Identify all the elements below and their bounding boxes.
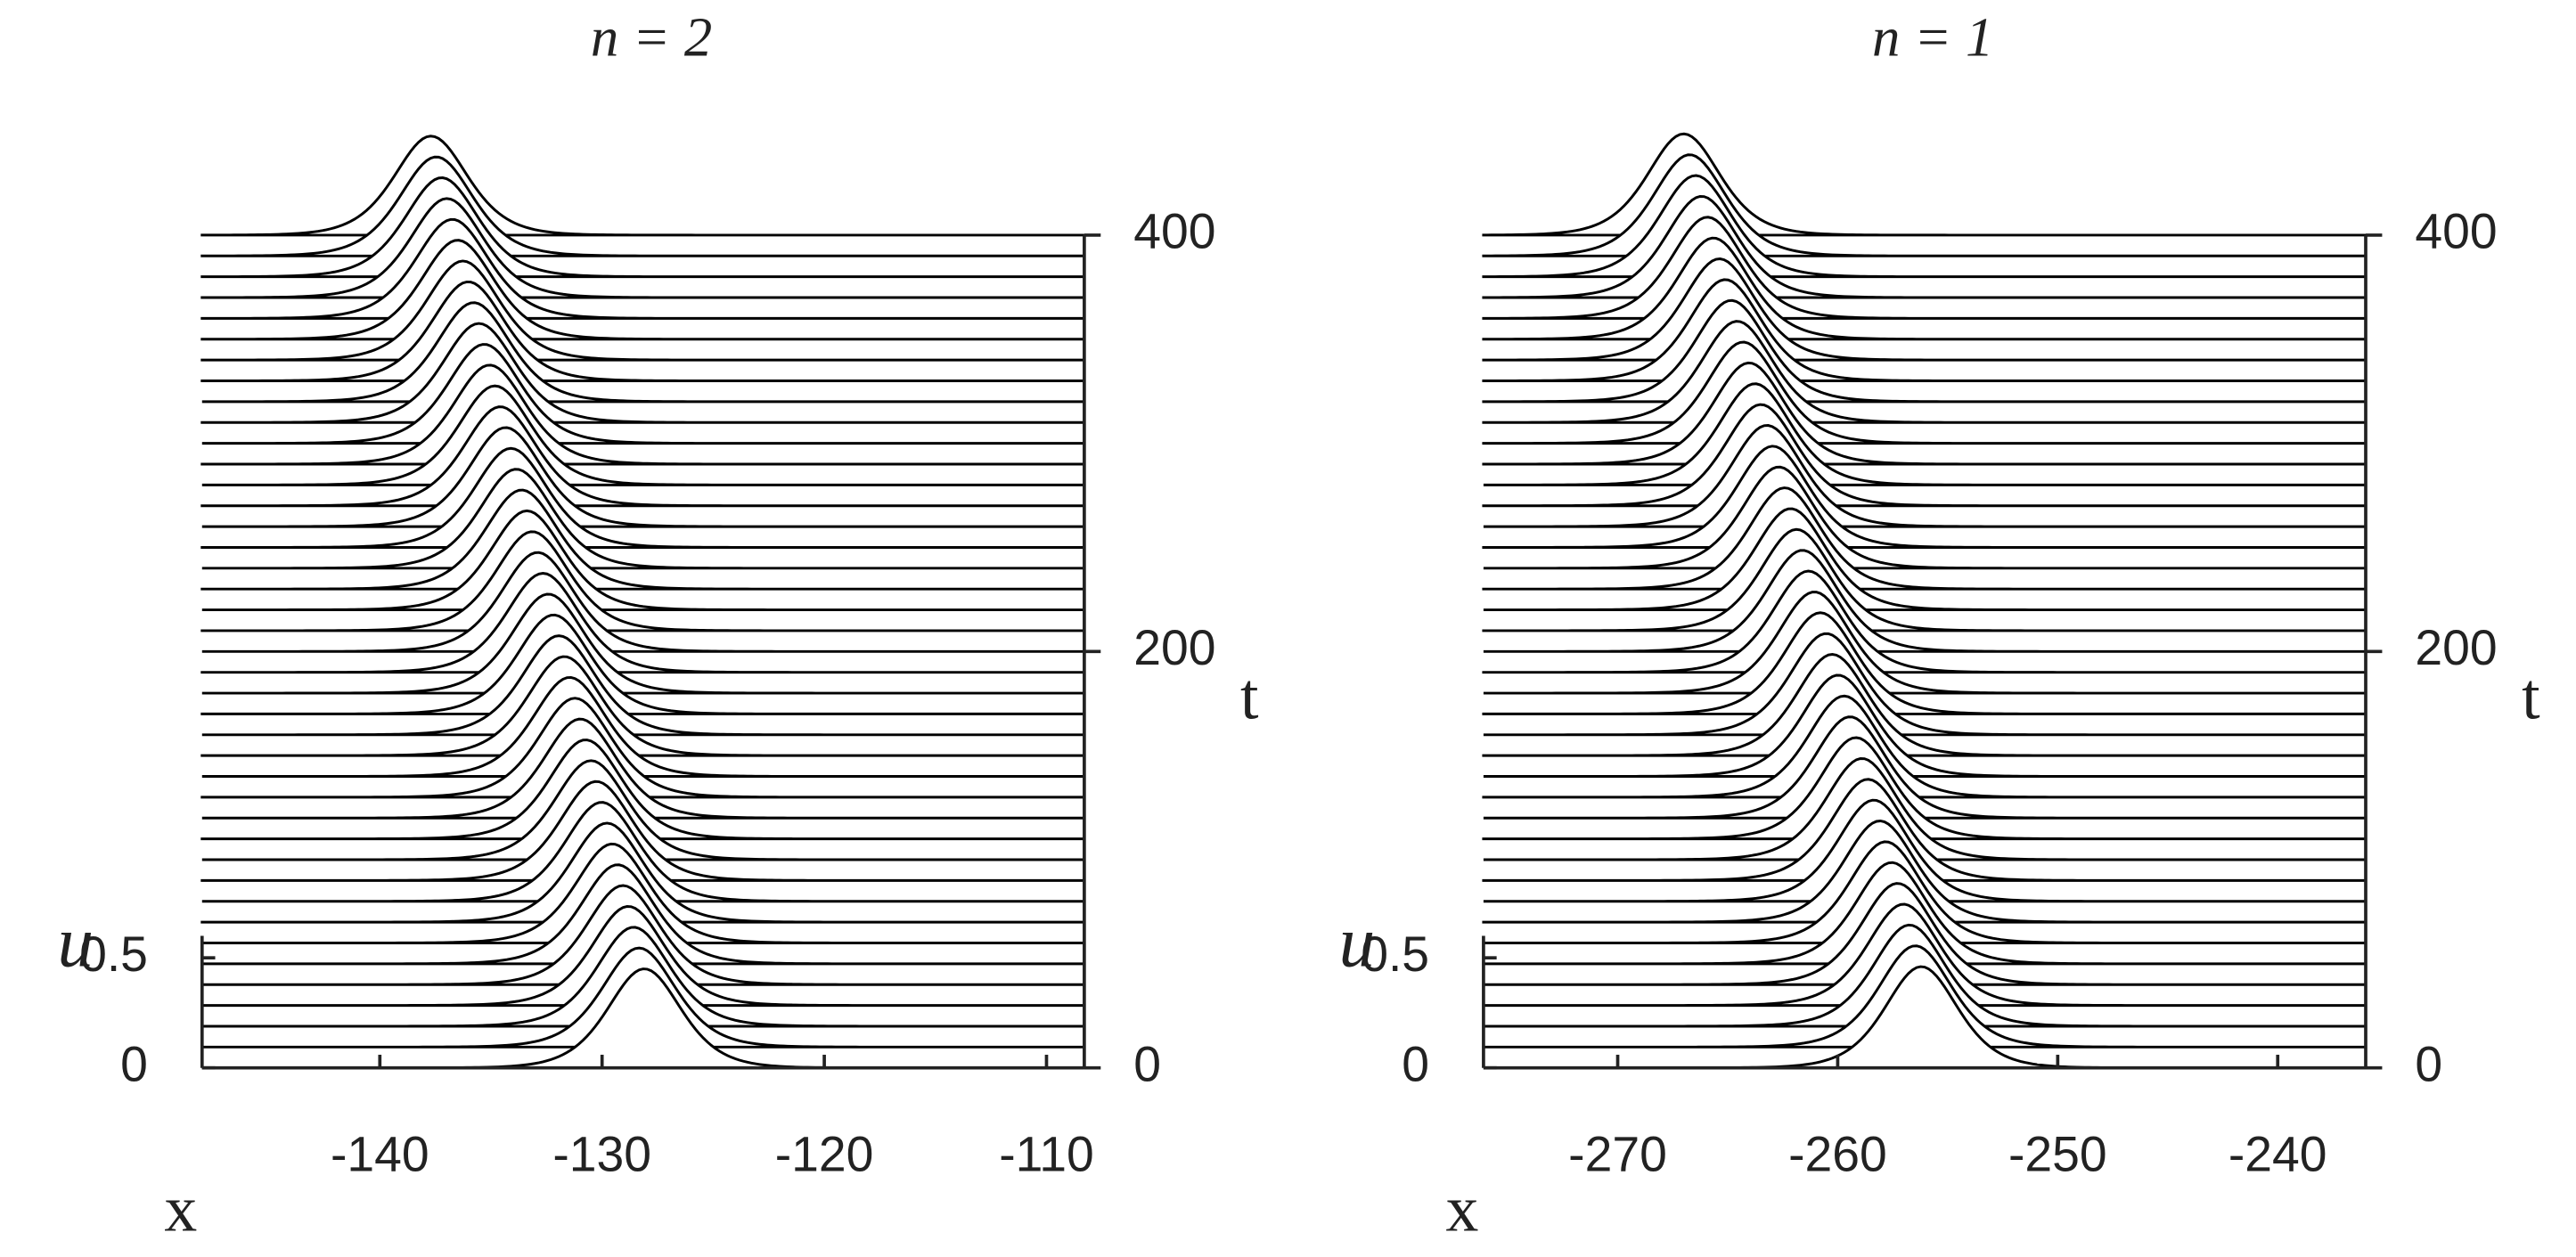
curve	[200, 697, 1086, 799]
y2-tick-label: 200	[1133, 620, 1215, 675]
curve	[201, 426, 1084, 528]
x-tick-label: -250	[2008, 1127, 2107, 1182]
curve	[1482, 569, 2367, 674]
curve	[201, 468, 1084, 570]
x-tick-label: -270	[1568, 1127, 1667, 1182]
y-tick-label: 0.5	[1361, 926, 1429, 982]
curve	[200, 322, 1086, 424]
y-tick-label: 0	[120, 1036, 148, 1091]
curve	[1483, 715, 2366, 820]
curve	[1482, 694, 2367, 799]
curve	[200, 363, 1086, 466]
panel-title: n = 1	[1872, 6, 1993, 69]
y2-label: t	[2522, 659, 2540, 732]
curve	[200, 280, 1086, 382]
curve	[200, 739, 1086, 841]
y-label: u	[1339, 902, 1376, 983]
curve	[200, 488, 1086, 591]
curve	[1482, 653, 2367, 757]
y-label: u	[58, 902, 94, 983]
curve	[1483, 673, 2366, 779]
x-tick-label: -240	[2228, 1127, 2327, 1182]
curve	[1483, 632, 2366, 737]
curve	[200, 405, 1086, 508]
curve	[200, 155, 1086, 257]
curve	[1483, 424, 2366, 528]
curve	[1482, 736, 2367, 841]
curve	[200, 655, 1086, 757]
curve	[1483, 965, 2366, 1070]
x-tick-label: -260	[1788, 1127, 1887, 1182]
y2-tick-label: 200	[2415, 620, 2497, 675]
curve	[200, 530, 1086, 633]
curve	[201, 551, 1084, 653]
curve	[1482, 527, 2367, 633]
curve	[200, 446, 1086, 549]
curve	[1483, 465, 2366, 570]
x-tick-label: -120	[775, 1127, 874, 1182]
y2-label: t	[1240, 659, 1259, 732]
curve	[1483, 840, 2366, 944]
x-label: x	[1446, 1172, 1479, 1245]
curve	[201, 509, 1084, 612]
x-label: x	[164, 1172, 197, 1245]
curve	[1483, 756, 2366, 861]
y2-tick-label: 400	[1133, 204, 1215, 259]
y-tick-label: 0.5	[79, 926, 148, 982]
curve	[1483, 507, 2366, 612]
curve	[201, 801, 1084, 903]
curve	[1483, 382, 2366, 486]
curve	[1482, 403, 2367, 508]
curve	[201, 384, 1084, 486]
panel-title: n = 2	[591, 6, 712, 69]
curve	[200, 613, 1086, 715]
curve	[201, 343, 1084, 445]
y2-tick-label: 0	[1133, 1036, 1161, 1091]
x-tick-label: -130	[552, 1127, 651, 1182]
curve	[200, 197, 1086, 299]
y-tick-label: 0	[1402, 1036, 1429, 1091]
curve	[201, 675, 1084, 779]
curve	[1482, 132, 2366, 237]
y2-tick-label: 400	[2415, 204, 2497, 259]
curve	[1482, 153, 2367, 257]
curve	[1482, 486, 2367, 591]
curve	[201, 634, 1084, 737]
x-tick-label: -110	[999, 1127, 1094, 1182]
curve	[200, 572, 1086, 674]
curve	[1483, 549, 2366, 653]
x-tick-label: -140	[331, 1127, 429, 1182]
curve	[1482, 445, 2367, 549]
curve	[201, 592, 1084, 695]
curve	[201, 301, 1084, 404]
curve	[1482, 611, 2367, 715]
curve	[1482, 361, 2367, 466]
curve	[201, 717, 1084, 820]
y2-tick-label: 0	[2415, 1036, 2442, 1091]
curve	[200, 135, 1084, 237]
curve	[1483, 591, 2366, 695]
